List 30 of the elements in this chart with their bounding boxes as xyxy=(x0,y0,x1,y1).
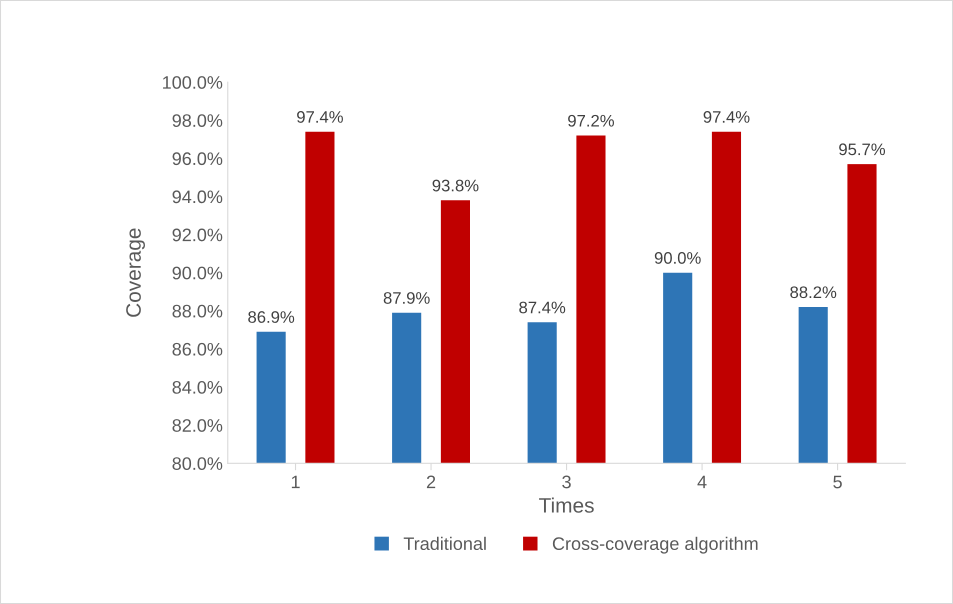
y-tick-label: 90.0% xyxy=(172,266,222,280)
legend-label: Traditional xyxy=(404,536,486,550)
data-label: 86.9% xyxy=(248,311,294,323)
data-label: 90.0% xyxy=(654,252,701,264)
legend-label: Cross-coverage algorithm xyxy=(552,536,758,554)
y-tick-label: 92.0% xyxy=(172,228,222,242)
x-tick-label: 1 xyxy=(292,476,300,488)
x-tick-label: 5 xyxy=(833,476,842,488)
data-label: 87.9% xyxy=(384,292,430,304)
data-label: 97.2% xyxy=(568,114,614,127)
y-tick-label: 96.0% xyxy=(172,152,222,166)
y-tick-label: 84.0% xyxy=(172,380,222,394)
data-label: 95.7% xyxy=(839,143,886,156)
y-tick-label: 82.0% xyxy=(172,419,222,432)
data-label: 87.4% xyxy=(519,302,566,314)
data-label: 97.4% xyxy=(704,111,750,123)
y-tick-label: 80.0% xyxy=(172,457,222,470)
x-tick-label: 3 xyxy=(562,476,571,488)
data-label: 88.2% xyxy=(790,286,836,298)
data-label: 97.4% xyxy=(297,111,343,123)
y-tick-label: 86.0% xyxy=(172,342,222,356)
y-tick-label: 98.0% xyxy=(172,114,222,127)
x-axis-title: Times xyxy=(539,497,594,513)
x-tick-label: 4 xyxy=(697,476,707,488)
y-tick-label: 94.0% xyxy=(172,190,222,204)
y-tick-label: 88.0% xyxy=(172,304,222,318)
y-axis-title: Coverage xyxy=(126,228,146,317)
y-tick-label: 100.0% xyxy=(163,76,222,89)
data-label: 93.8% xyxy=(432,180,478,192)
x-tick-label: 2 xyxy=(426,476,436,488)
